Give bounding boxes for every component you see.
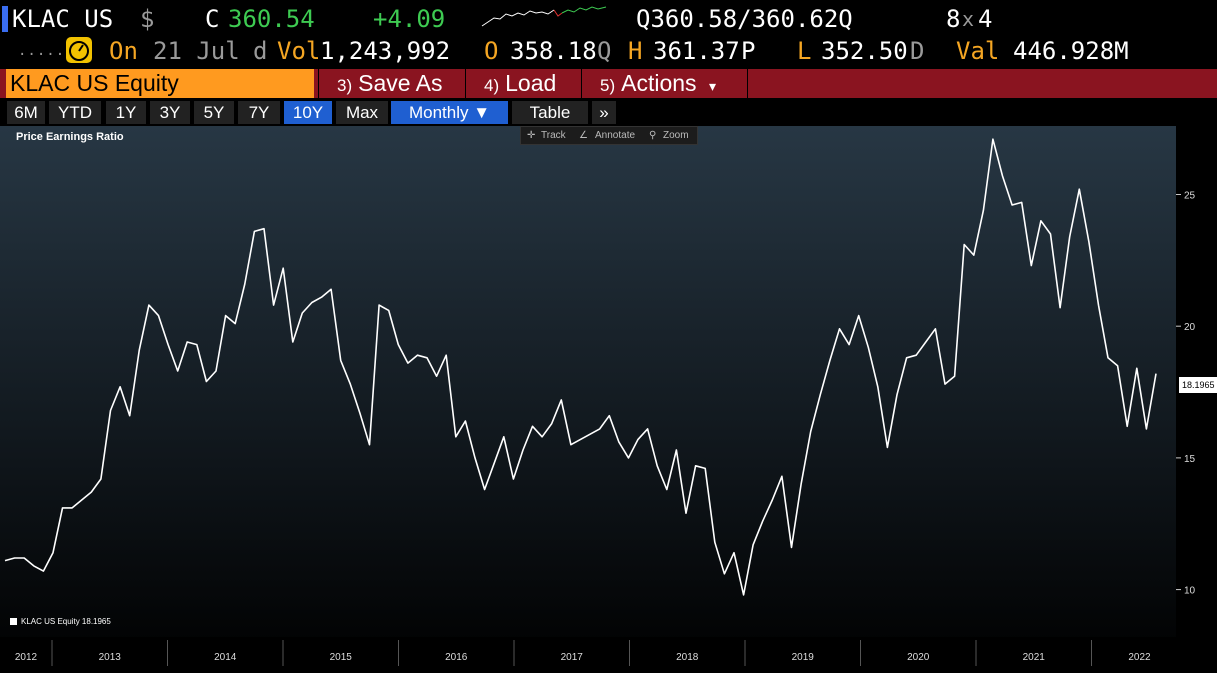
magnifier-icon: ⚲ [649,130,657,141]
range-max[interactable]: Max [336,101,388,124]
load-number: 4) [484,76,500,95]
bid-size: 8 [946,5,961,33]
period-dropdown[interactable]: Monthly ▼ [391,101,508,124]
volume: 1,243,992 [320,37,451,65]
range-10y[interactable]: 10Y [284,101,332,124]
sparkline-icon [481,6,607,27]
range-5y[interactable]: 5Y [194,101,234,124]
d-label: d [253,37,268,65]
security-indicator [2,6,8,32]
y-tick-label: 20 [1184,322,1196,333]
x-tick-label: 2016 [445,652,468,663]
price-change: +4.09 [373,5,446,33]
chart-tools: ✛ Track ∠ Annotate ⚲ Zoom [520,126,698,145]
x-tick-label: 2013 [99,652,122,663]
open-price: 358.18 [510,37,597,65]
pe-ratio-line [4,138,1157,596]
x-tick-label: 2019 [792,652,815,663]
y-tick-label: 10 [1184,586,1196,597]
actions-button[interactable]: 5) Actions ▾ [581,69,747,98]
load-label: Load [505,70,557,96]
x-tick-label: 2017 [561,652,584,663]
range-6m[interactable]: 6M [7,101,45,124]
x-axis: 2012 2013 2014 2015 2016 2017 2018 2019 2020 2021… [15,640,1151,666]
low-suffix: D [910,37,925,65]
range-bar: 6M YTD 1Y 3Y 5Y 7Y 10Y Max Monthly ▼ Tab… [0,99,1217,125]
y-tick-label: 25 [1184,190,1196,201]
x-tick-label: 2015 [330,652,353,663]
x-tick-label: 2021 [1023,652,1046,663]
low-label: L [797,37,812,65]
x-tick-label: 2022 [1128,652,1151,663]
function-bar: KLAC US Equity 3) Save As 4) Load 5) Action… [0,69,1217,98]
y-axis-panel [1176,126,1217,673]
x-tick-label: 2012 [15,652,38,663]
legend-label: KLAC US Equity 18.1965 [21,617,111,626]
high-price: 361.37 [653,37,740,65]
last-price: 360.54 [228,5,315,33]
close-label: C [205,5,220,33]
open-suffix: Q [597,37,612,65]
actions-number: 5) [600,76,616,95]
currency: $ [140,5,155,33]
save-as-number: 3) [337,76,353,95]
size-separator: x [962,7,975,31]
open-label: O [484,37,499,65]
y-tick-label: 15 [1184,454,1196,465]
ticker-symbol: KLAC US [12,5,114,33]
legend-swatch [10,618,17,626]
more-button[interactable]: » [592,101,616,124]
range-3y[interactable]: 3Y [150,101,190,124]
chart-legend[interactable]: KLAC US Equity 18.1965 [10,617,111,626]
divider [747,69,748,98]
annotate-button[interactable]: Annotate [595,130,636,141]
on-label: On [109,37,138,65]
chart-title: Price Earnings Ratio [16,131,124,143]
chevron-down-icon: ▾ [708,78,716,94]
last-value-tag: 18.1965 [1179,377,1217,393]
y-axis: 10 15 20 25 [1176,190,1196,597]
ask-size: 4 [978,5,993,33]
x-axis-panel [0,637,1217,673]
x-tick-label: 2018 [676,652,699,663]
track-button[interactable]: Track [541,130,566,141]
x-tick-label: 2020 [907,652,930,663]
high-label: H [628,37,643,65]
security-field[interactable]: KLAC US Equity [6,69,314,98]
chart-background [0,126,1217,673]
traded-value: 446.928M [1013,37,1129,65]
high-suffix: P [741,37,756,65]
save-as-button[interactable]: 3) Save As [318,69,464,98]
speedometer-icon[interactable] [66,37,92,63]
zoom-button[interactable]: Zoom [663,130,689,141]
x-tick-label: 2014 [214,652,237,663]
save-as-label: Save As [358,70,443,96]
more-dots[interactable]: ..... [18,43,66,59]
bid-ask-quote: Q360.58/360.62Q [636,5,853,33]
crosshair-icon: ✛ [527,130,536,141]
quote-date: 21 Jul [153,37,240,65]
vol-label: Vol [277,37,321,65]
low-price: 352.50 [821,37,908,65]
pencil-icon: ∠ [579,130,588,141]
load-button[interactable]: 4) Load [465,69,580,98]
range-7y[interactable]: 7Y [238,101,280,124]
value-label: Val [956,37,1000,65]
range-ytd[interactable]: YTD [49,101,101,124]
range-1y[interactable]: 1Y [106,101,146,124]
table-button[interactable]: Table [512,101,588,124]
actions-label: Actions [621,70,697,96]
